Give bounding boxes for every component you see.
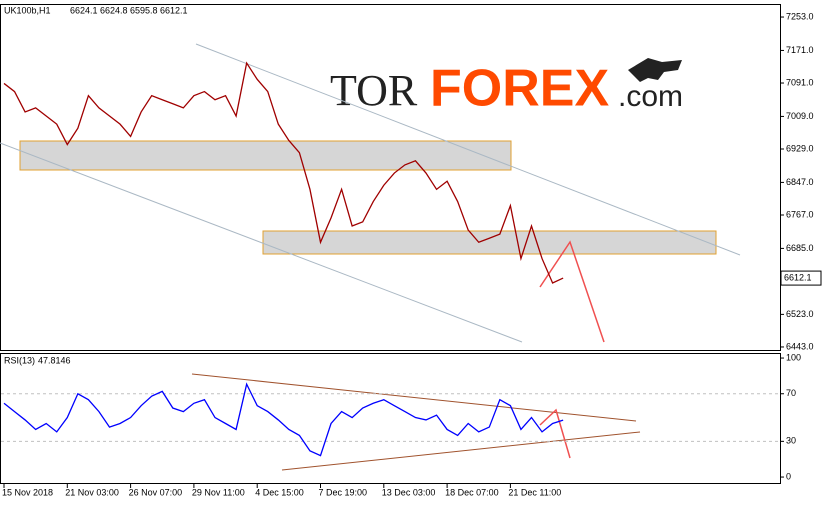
y-tick-label: 6685.0 xyxy=(786,243,814,253)
y-tick-label: 6929.0 xyxy=(786,143,814,153)
rsi-trend-upper xyxy=(191,373,637,422)
y-tick-label: 6847.0 xyxy=(786,177,814,187)
ohlc-low: 6595.8 xyxy=(130,5,158,15)
x-tick-label: 26 Nov 07:00 xyxy=(129,487,183,497)
y-tick-label: 6443.0 xyxy=(786,341,814,351)
x-tick-label: 7 Dec 19:00 xyxy=(319,487,368,497)
x-tick-label: 18 Dec 07:00 xyxy=(445,487,499,497)
rsi-label: RSI(13) xyxy=(4,355,35,365)
x-tick-label: 15 Nov 2018 xyxy=(2,487,53,497)
channel-lower xyxy=(0,142,523,343)
logo: TOR FOREX .com xyxy=(330,58,683,118)
x-tick-label: 13 Dec 03:00 xyxy=(382,487,436,497)
symbol-label: UK100b,H1 xyxy=(4,5,51,15)
y-tick-label: 100 xyxy=(786,352,801,362)
logo-bull xyxy=(628,58,682,82)
y-tick-label: 30 xyxy=(786,436,796,446)
rsi-forecast-arrow xyxy=(539,408,571,459)
last-price-box xyxy=(780,270,822,286)
y-tick-label: 7171.0 xyxy=(786,45,814,55)
rsi-last-value: 47.8146 xyxy=(38,355,71,365)
y-tick-label: 7009.0 xyxy=(786,111,814,121)
y-tick-label: 6523.0 xyxy=(786,309,814,319)
series-line xyxy=(3,382,564,457)
y-tick-label: 7091.0 xyxy=(786,77,814,87)
rsi-panel xyxy=(0,353,781,484)
ohlc-high: 6624.8 xyxy=(100,5,128,15)
y-tick-label: 70 xyxy=(786,388,796,398)
series-line xyxy=(3,61,564,284)
y-tick-label: 6767.0 xyxy=(786,209,814,219)
logo-forex: FOREX xyxy=(430,60,609,118)
x-tick-label: 21 Dec 11:00 xyxy=(508,487,561,497)
logo-com: .com xyxy=(618,80,683,113)
y-tick-label: 7253.0 xyxy=(786,11,814,21)
ohlc-open: 6624.1 xyxy=(70,5,98,15)
resistance-zone xyxy=(19,140,512,171)
channel-upper xyxy=(195,43,741,256)
x-tick-label: 4 Dec 15:00 xyxy=(255,487,304,497)
y-tick-label: 0 xyxy=(786,471,791,481)
last-price-label: 6612.1 xyxy=(784,272,812,282)
logo-tor: TOR xyxy=(330,66,418,115)
x-tick-label: 29 Nov 11:00 xyxy=(192,487,245,497)
support-zone xyxy=(262,230,717,255)
forecast-arrow xyxy=(539,240,605,343)
rsi-trend-lower xyxy=(281,431,641,471)
ohlc-close: 6612.1 xyxy=(160,5,188,15)
x-tick-label: 21 Nov 03:00 xyxy=(65,487,119,497)
